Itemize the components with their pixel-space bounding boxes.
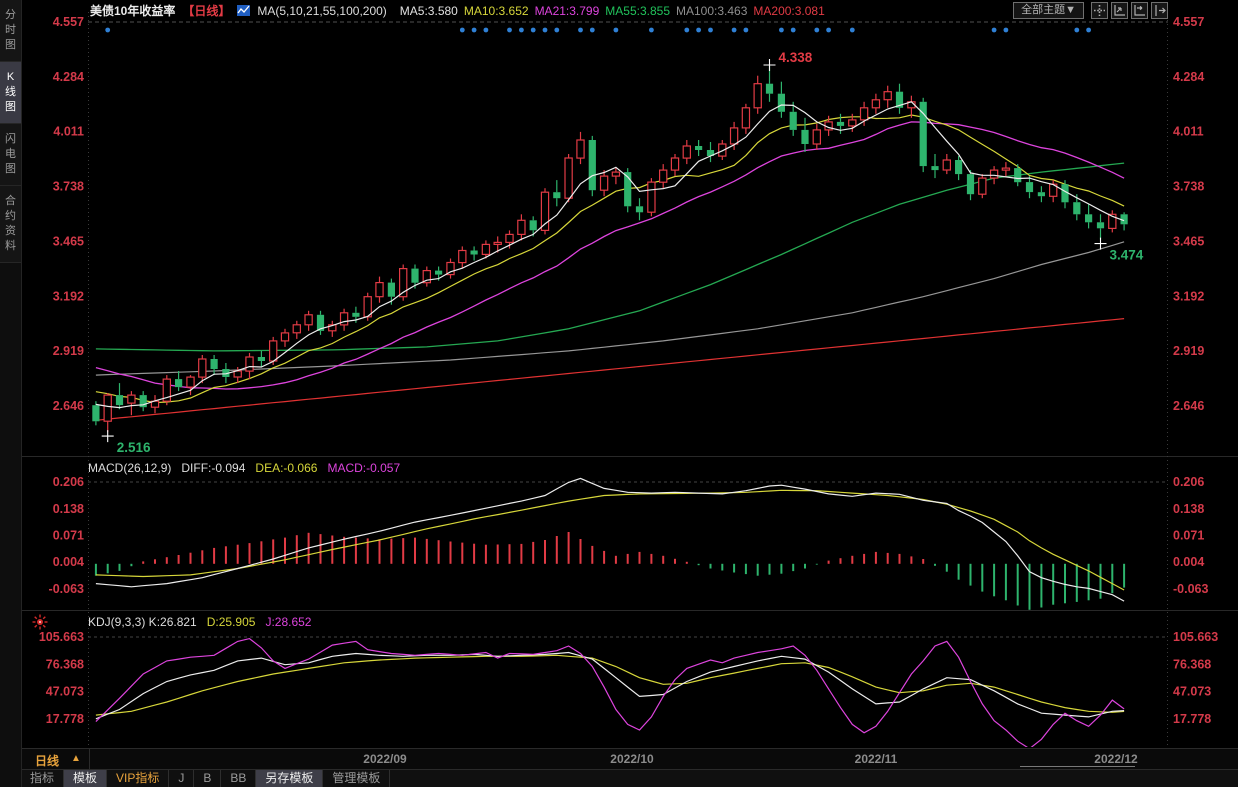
sidebar-tab-3[interactable]: 闪 电 图 bbox=[0, 124, 21, 186]
chart-tool-icons bbox=[1091, 2, 1168, 19]
svg-text:3.465: 3.465 bbox=[1173, 234, 1204, 248]
chart-header: 美债10年收益率 【日线】 MA(5,10,21,55,100,200) MA5… bbox=[90, 0, 825, 21]
ma-params-label: MA(5,10,21,55,100,200) bbox=[257, 3, 387, 18]
fit-y-axis-icon[interactable] bbox=[1131, 2, 1148, 19]
collapse-panel-icon[interactable] bbox=[1151, 2, 1168, 19]
svg-text:0.004: 0.004 bbox=[53, 555, 84, 569]
scroll-position-indicator[interactable] bbox=[1020, 766, 1135, 767]
month-label-2: 2022/10 bbox=[610, 752, 654, 766]
svg-text:47.073: 47.073 bbox=[1173, 685, 1211, 699]
svg-text:3.192: 3.192 bbox=[53, 289, 84, 303]
macd-legend-item-2: DIFF:-0.094 bbox=[181, 461, 246, 475]
period-tag: 【日线】 bbox=[182, 4, 231, 18]
svg-text:3.474: 3.474 bbox=[1110, 248, 1144, 263]
toolbar-item-4[interactable]: J bbox=[169, 770, 195, 787]
svg-text:2.646: 2.646 bbox=[1173, 399, 1204, 413]
toolbar-item-5[interactable]: B bbox=[194, 770, 222, 787]
period-expand-arrow[interactable]: ▲ bbox=[71, 753, 81, 764]
pan-crosshair-icon[interactable] bbox=[1091, 2, 1108, 19]
svg-text:0.071: 0.071 bbox=[1173, 529, 1204, 543]
theme-selector-button[interactable]: 全部主题▼ bbox=[1013, 2, 1084, 19]
toolbar-item-7[interactable]: 另存模板 bbox=[256, 770, 324, 787]
sidebar-tab-4[interactable]: 合 约 资 料 bbox=[0, 186, 21, 263]
kdj-legend-item-2: D:25.905 bbox=[206, 615, 256, 629]
instrument-title: 美债10年收益率 bbox=[90, 4, 176, 18]
month-label-3: 2022/11 bbox=[854, 752, 898, 766]
svg-text:0.071: 0.071 bbox=[53, 529, 84, 543]
svg-text:0.206: 0.206 bbox=[53, 475, 84, 489]
bottom-toolbar: 指标 模板 VIP指标 J B BB 另存模板 管理模板 bbox=[21, 769, 1238, 787]
svg-text:0.206: 0.206 bbox=[1173, 475, 1204, 489]
toolbar-item-6[interactable]: BB bbox=[221, 770, 257, 787]
xaxis-bar: 日线 ▲ 2022/09 2022/10 2022/11 2022/12 bbox=[21, 748, 1238, 769]
ma-value-4: MA55:3.855 bbox=[605, 3, 670, 18]
kdj-legend-item-3: J:28.652 bbox=[265, 615, 312, 629]
toolbar-item-2[interactable]: 模板 bbox=[64, 770, 108, 787]
svg-text:105.663: 105.663 bbox=[39, 630, 84, 644]
svg-text:0.138: 0.138 bbox=[53, 502, 84, 516]
svg-text:3.465: 3.465 bbox=[53, 234, 84, 248]
svg-text:4.338: 4.338 bbox=[779, 50, 813, 65]
period-label[interactable]: 日线 bbox=[35, 754, 60, 768]
svg-text:4.557: 4.557 bbox=[1173, 15, 1204, 29]
svg-text:4.284: 4.284 bbox=[1173, 70, 1204, 84]
svg-text:17.778: 17.778 bbox=[1173, 712, 1211, 726]
macd-legend-item-4: MACD:-0.057 bbox=[327, 461, 401, 475]
toolbar-item-1[interactable]: 指标 bbox=[21, 770, 65, 787]
month-label-1: 2022/09 bbox=[363, 752, 407, 766]
svg-text:3.192: 3.192 bbox=[1173, 289, 1204, 303]
macd-legend: MACD(26,12,9) DIFF:-0.094 DEA:-0.066 MACD:-… bbox=[88, 461, 400, 475]
sidebar-tab-1[interactable]: 分 时 图 bbox=[0, 0, 21, 62]
svg-text:4.557: 4.557 bbox=[53, 15, 84, 29]
svg-text:17.778: 17.778 bbox=[46, 712, 84, 726]
kdj-legend-item-1: KDJ(9,3,3) K:26.821 bbox=[88, 615, 197, 629]
toolbar-item-3[interactable]: VIP指标 bbox=[107, 770, 170, 787]
svg-text:2.646: 2.646 bbox=[53, 399, 84, 413]
header-right-tools: 全部主题▼ bbox=[1013, 2, 1168, 19]
svg-text:4.011: 4.011 bbox=[1173, 125, 1204, 139]
ma-value-1: MA5:3.580 bbox=[399, 3, 458, 18]
svg-text:0.004: 0.004 bbox=[1173, 555, 1204, 569]
ma-value-3: MA21:3.799 bbox=[534, 3, 600, 18]
ma-value-2: MA10:3.652 bbox=[463, 3, 529, 18]
svg-text:3.738: 3.738 bbox=[1173, 180, 1204, 194]
svg-text:47.073: 47.073 bbox=[46, 685, 84, 699]
svg-text:2.516: 2.516 bbox=[117, 440, 151, 455]
toolbar-item-8[interactable]: 管理模板 bbox=[323, 770, 391, 787]
svg-text:76.368: 76.368 bbox=[1173, 657, 1211, 671]
xaxis-divider bbox=[89, 749, 90, 769]
kdj-legend: KDJ(9,3,3) K:26.821 D:25.905 J:28.652 bbox=[88, 615, 311, 629]
ma-value-6: MA200:3.081 bbox=[753, 3, 825, 18]
month-label-4: 2022/12 bbox=[1094, 752, 1138, 766]
svg-text:0.138: 0.138 bbox=[1173, 502, 1204, 516]
fit-x-axis-icon[interactable] bbox=[1111, 2, 1128, 19]
macd-legend-item-3: DEA:-0.066 bbox=[255, 461, 318, 475]
ma-value-5: MA100:3.463 bbox=[676, 3, 748, 18]
sidebar-tab-2[interactable]: K 线 图 bbox=[0, 62, 21, 124]
svg-text:3.738: 3.738 bbox=[53, 180, 84, 194]
svg-text:4.284: 4.284 bbox=[53, 70, 84, 84]
svg-text:105.663: 105.663 bbox=[1173, 630, 1218, 644]
svg-text:2.919: 2.919 bbox=[1173, 344, 1204, 358]
chart-type-icon[interactable] bbox=[237, 4, 251, 17]
ma-values-group: MA5:3.580 MA10:3.652 MA21:3.799 MA55:3.855 M… bbox=[394, 4, 825, 18]
svg-text:76.368: 76.368 bbox=[46, 657, 84, 671]
svg-text:-0.063: -0.063 bbox=[49, 582, 84, 596]
macd-legend-item-1: MACD(26,12,9) bbox=[88, 461, 172, 475]
svg-text:2.919: 2.919 bbox=[53, 344, 84, 358]
svg-text:4.011: 4.011 bbox=[53, 125, 84, 139]
alert-starburst-icon bbox=[32, 614, 48, 630]
svg-text:-0.063: -0.063 bbox=[1173, 582, 1208, 596]
